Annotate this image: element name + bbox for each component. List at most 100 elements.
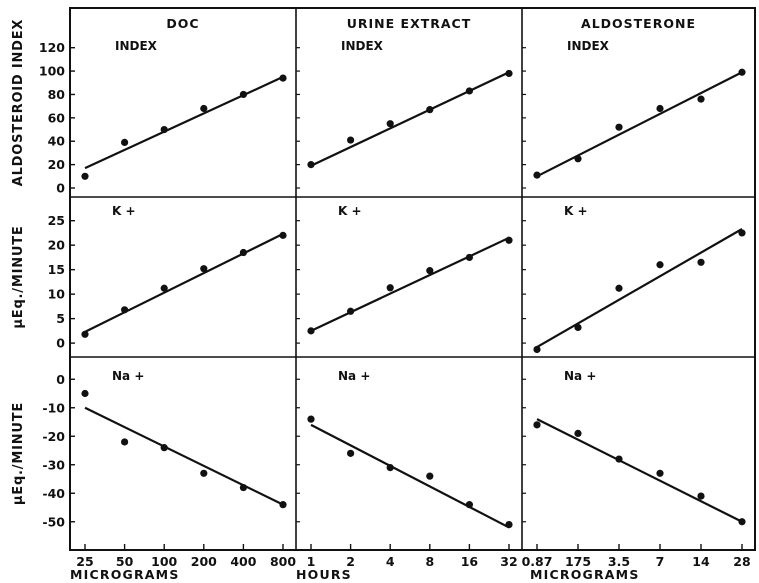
y-tick-label: 80 <box>48 87 66 102</box>
x-tick-label: 32 <box>500 554 517 569</box>
data-point <box>160 444 168 452</box>
data-point <box>465 501 473 509</box>
panel-label: INDEX <box>341 39 384 53</box>
data-point <box>200 265 208 273</box>
data-point <box>615 123 623 131</box>
data-point <box>656 104 664 113</box>
data-point <box>160 125 168 134</box>
y-tick-label: -50 <box>42 514 65 529</box>
data-point <box>426 472 434 480</box>
x-axis-title: HOURS <box>296 567 352 582</box>
panel-label: Na + <box>112 369 144 383</box>
y-axis-title: ALDOSTEROID INDEX <box>11 19 26 187</box>
data-point <box>239 483 247 492</box>
data-point <box>200 104 208 113</box>
chart-marks <box>81 68 746 529</box>
data-point <box>533 171 541 179</box>
outer-frame <box>69 7 756 551</box>
data-point <box>121 306 129 314</box>
column-title: DOC <box>166 16 199 31</box>
fit-line <box>536 71 743 178</box>
panel-label: K + <box>112 204 136 218</box>
data-point <box>615 284 623 292</box>
data-point <box>386 120 394 128</box>
y-tick-label: -10 <box>42 400 65 415</box>
x-axis-title: MICROGRAMS <box>70 567 180 582</box>
x-tick-label: 400 <box>230 554 256 569</box>
fit-line <box>310 423 510 529</box>
fit-line <box>536 418 743 523</box>
data-point <box>426 106 434 114</box>
data-point <box>279 231 287 239</box>
x-tick-label: 7 <box>656 554 665 569</box>
data-point <box>279 74 287 82</box>
y-tick-label: 0 <box>56 372 65 387</box>
y-tick-label: 0 <box>56 181 65 196</box>
fit-line <box>310 71 510 167</box>
data-point <box>239 248 247 257</box>
data-point <box>426 267 434 275</box>
y-tick-label: 25 <box>48 213 65 228</box>
y-tick-label: 10 <box>48 287 66 302</box>
y-tick-label: 120 <box>39 40 65 55</box>
data-point <box>574 429 582 437</box>
data-point <box>465 253 473 262</box>
data-point <box>533 345 541 354</box>
y-axis-title: µEq./MINUTE <box>11 402 26 505</box>
chart-text: DOC URINE EXTRACT ALDOSTERONE0204060801001… <box>11 16 751 582</box>
panel-label: Na + <box>564 369 596 383</box>
data-point <box>347 136 355 144</box>
data-point <box>574 323 582 332</box>
x-tick-label: 25 <box>76 554 93 569</box>
y-tick-label: 60 <box>48 110 66 125</box>
y-tick-label: 100 <box>39 64 65 79</box>
x-tick-label: 2 <box>346 554 355 569</box>
panel-label: K + <box>338 204 362 218</box>
data-point <box>386 284 394 292</box>
data-point <box>574 155 582 163</box>
x-tick-label: 3.5 <box>608 554 630 569</box>
fit-line <box>310 236 510 332</box>
data-point <box>615 455 623 463</box>
y-tick-label: 15 <box>48 262 65 277</box>
data-point <box>121 438 129 446</box>
data-point <box>656 261 664 269</box>
y-tick-label: 40 <box>48 134 66 149</box>
data-point <box>307 161 315 169</box>
data-point <box>738 229 746 237</box>
data-point <box>697 492 705 500</box>
data-point <box>307 327 315 335</box>
fit-line <box>84 232 284 333</box>
x-tick-label: 100 <box>151 554 177 569</box>
x-tick-label: 200 <box>191 554 217 569</box>
data-point <box>697 95 705 103</box>
y-tick-label: 5 <box>56 311 65 326</box>
y-tick-label: -30 <box>42 457 65 472</box>
x-tick-label: 800 <box>270 554 296 569</box>
data-point <box>347 307 355 315</box>
x-tick-label: 16 <box>461 554 479 569</box>
y-tick-label: -40 <box>42 486 65 501</box>
column-title: ALDOSTERONE <box>581 16 696 31</box>
x-tick-label: 8 <box>425 554 434 569</box>
column-title: URINE EXTRACT <box>347 16 471 31</box>
x-tick-label: 28 <box>733 554 750 569</box>
data-point <box>738 518 746 526</box>
x-axis-title: MICROGRAMS <box>530 567 640 582</box>
data-point <box>386 464 394 472</box>
fit-line <box>84 406 284 506</box>
x-tick-label: 4 <box>386 554 395 569</box>
x-tick-label: 0.87 <box>522 554 553 569</box>
data-point <box>697 258 705 266</box>
data-point <box>465 87 473 95</box>
data-point <box>160 284 168 292</box>
data-point <box>533 421 541 429</box>
data-point <box>505 69 513 78</box>
data-point <box>347 449 355 457</box>
y-tick-label: 20 <box>48 238 66 253</box>
y-tick-label: 20 <box>48 157 66 172</box>
y-axis-title: µEq./MINUTE <box>11 225 26 328</box>
data-point <box>505 521 513 529</box>
data-point <box>656 469 664 477</box>
